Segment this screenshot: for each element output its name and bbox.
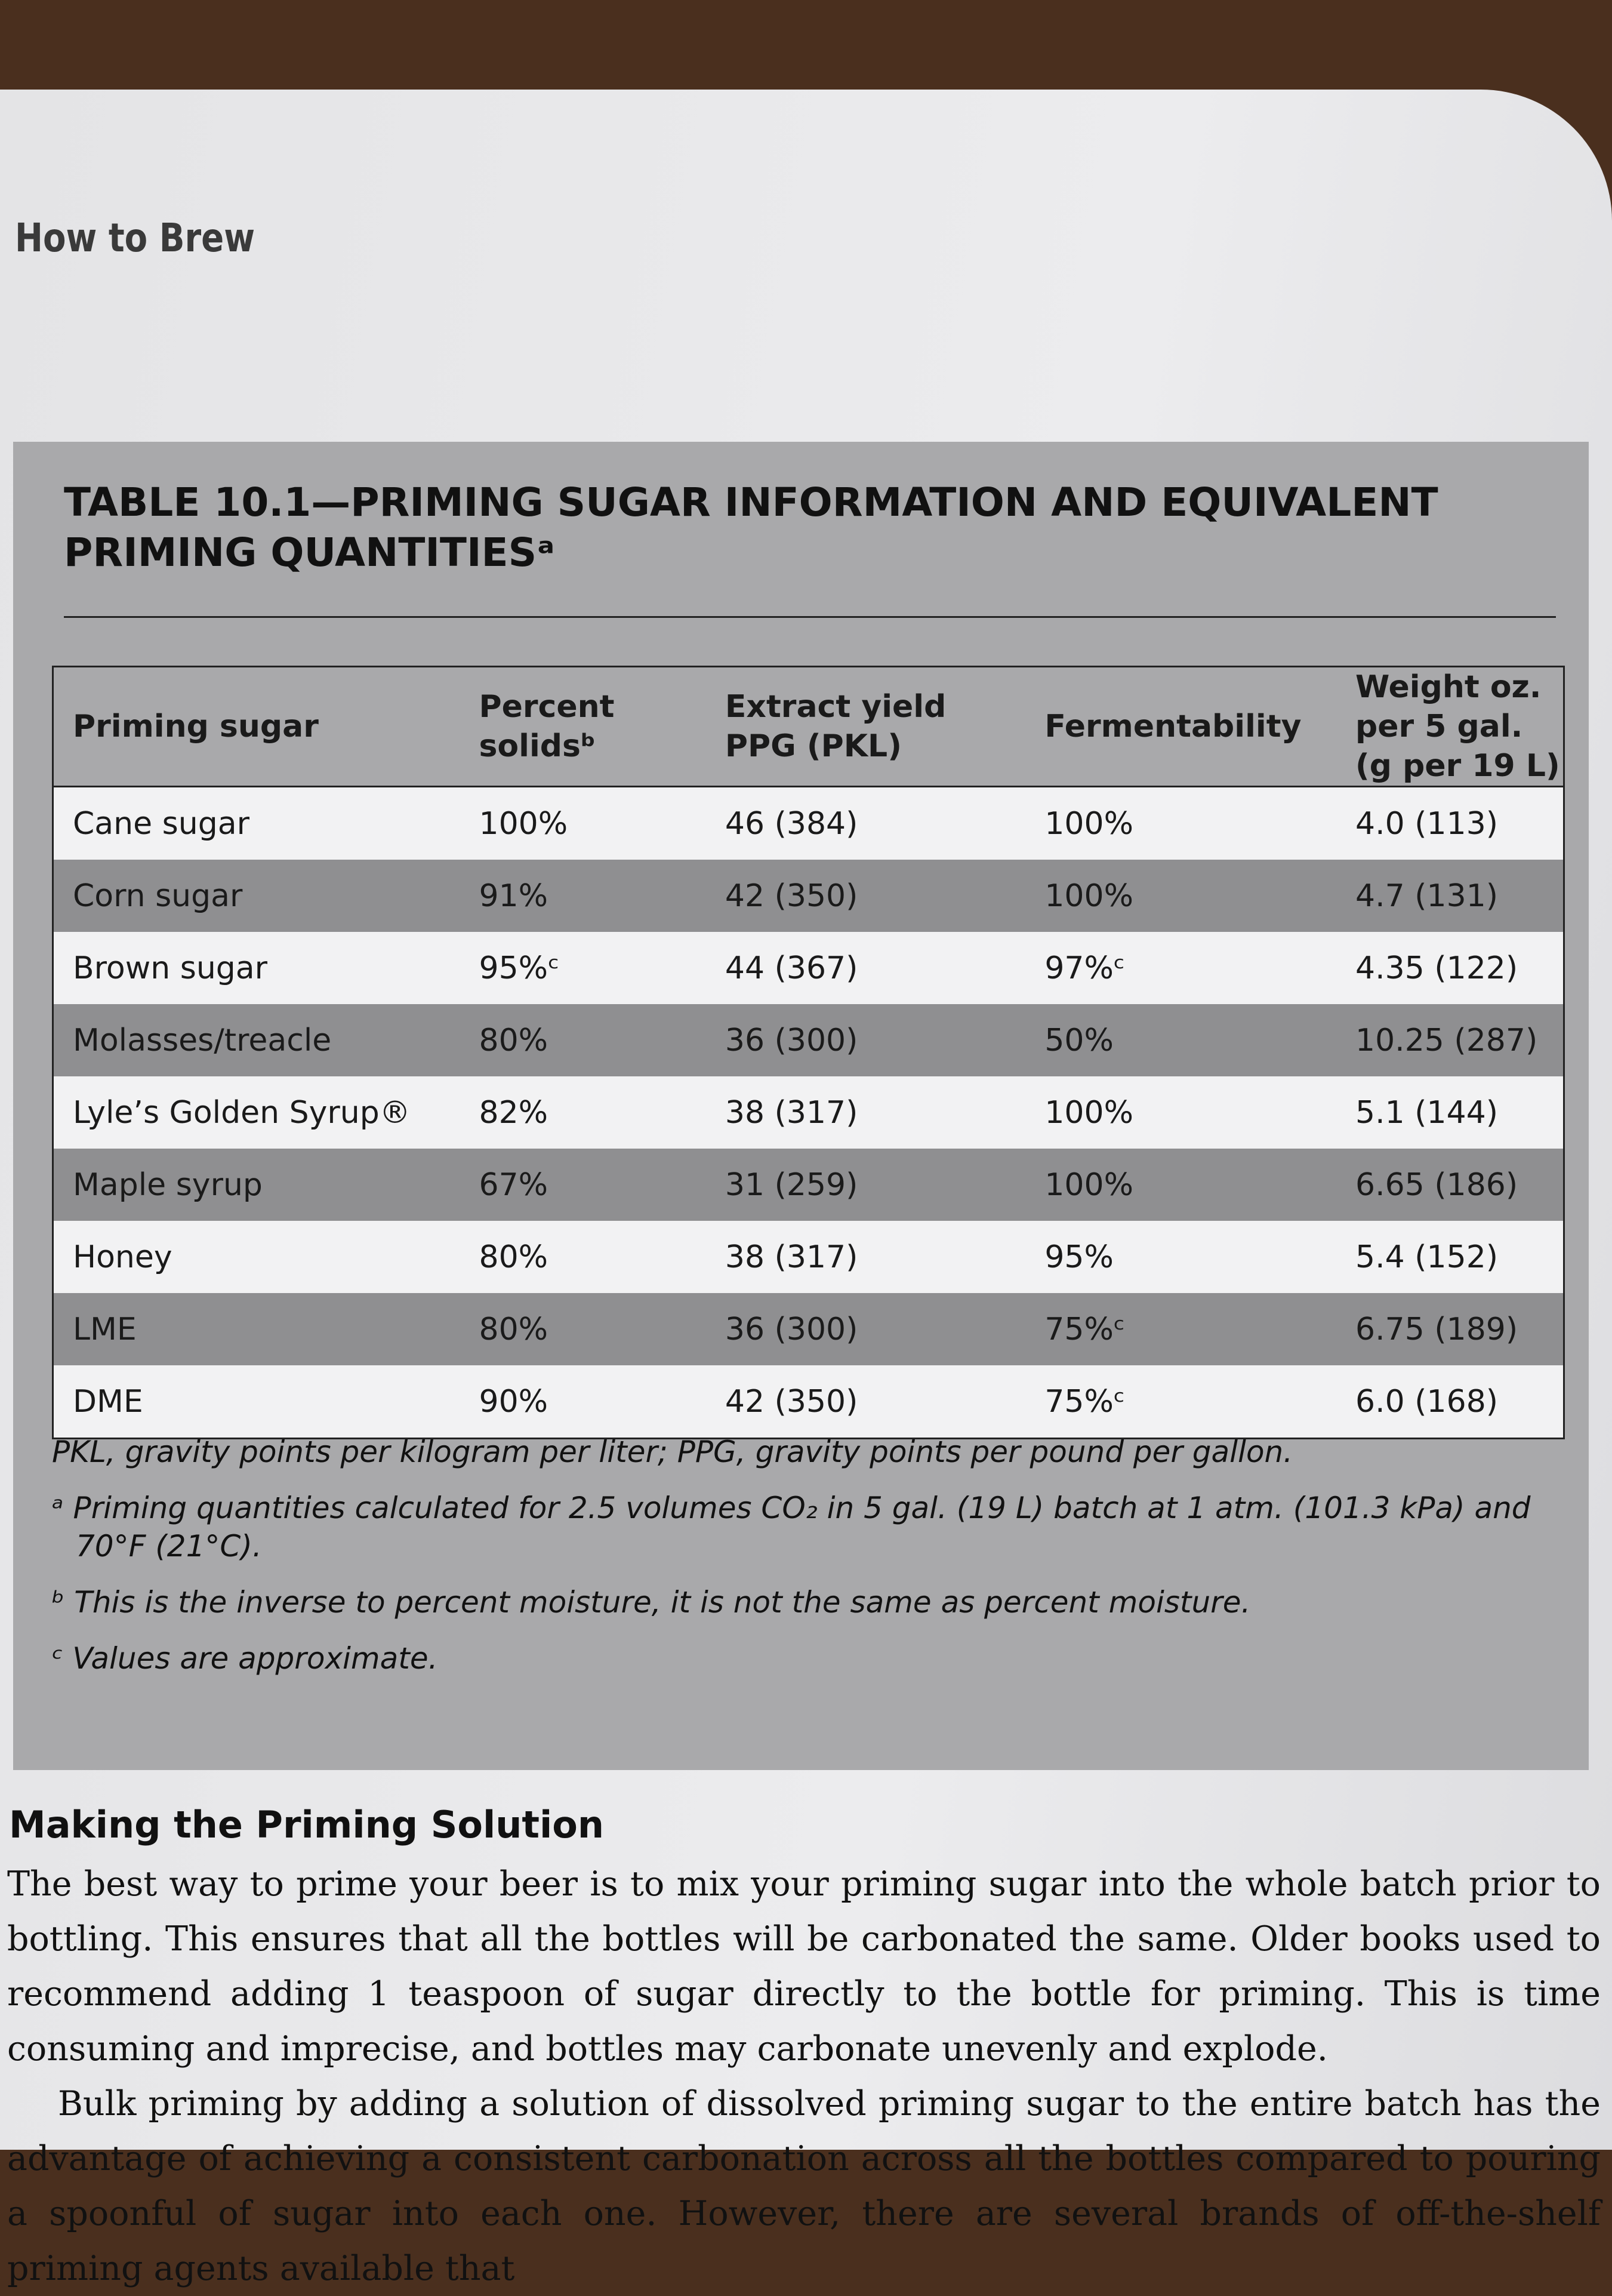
table-cell: 44 (367)	[705, 932, 1026, 1004]
table-cell: 6.0 (168)	[1336, 1365, 1564, 1439]
table-cell: 50%	[1025, 1004, 1337, 1076]
data-table: Priming sugar Percent solidsᵇ Extract yiel…	[52, 666, 1565, 1439]
table-cell: 46 (384)	[705, 786, 1026, 860]
table-note: ᵃ Priming quantities calculated for 2.5 …	[52, 1491, 1531, 1564]
header-row: Priming sugar Percent solidsᵇ Extract yiel…	[53, 666, 1564, 787]
column-header: Priming sugar	[53, 666, 460, 787]
row-label: Corn sugar	[53, 860, 460, 932]
row-label: DME	[53, 1365, 460, 1439]
row-label: Cane sugar	[53, 786, 460, 860]
table-row: Lyle’s Golden Syrup® 82% 38 (317) 100% 5.1 (…	[53, 1076, 1564, 1149]
row-label: Maple syrup	[53, 1149, 460, 1221]
paragraph: The best way to prime your beer is to mi…	[7, 1864, 1601, 2069]
body-text: The best way to prime your beer is to mi…	[7, 1857, 1601, 2296]
column-header: Weight oz. per 5 gal. (g per 19 L)	[1336, 666, 1564, 787]
table-row: Corn sugar 91% 42 (350) 100% 4.7 (131)	[53, 860, 1564, 932]
table-cell: 6.65 (186)	[1336, 1149, 1564, 1221]
table-cell: 75%ᶜ	[1025, 1293, 1337, 1365]
table-cell: 97%ᶜ	[1025, 932, 1337, 1004]
table-cell: 38 (317)	[705, 1076, 1026, 1149]
table-cell: 80%	[460, 1293, 706, 1365]
title-rule	[64, 616, 1556, 618]
table-cell: 42 (350)	[705, 860, 1026, 932]
section-heading: Making the Priming Solution	[9, 1803, 605, 1846]
table-cell: 5.4 (152)	[1336, 1221, 1564, 1293]
row-label: Brown sugar	[53, 932, 460, 1004]
table-row: Cane sugar 100% 46 (384) 100% 4.0 (113)	[53, 786, 1564, 860]
table-row: DME 90% 42 (350) 75%ᶜ 6.0 (168)	[53, 1365, 1564, 1439]
table-cell: 95%ᶜ	[460, 932, 706, 1004]
table-cell: 4.7 (131)	[1336, 860, 1564, 932]
table-cell: 100%	[1025, 1076, 1337, 1149]
table-cell: 31 (259)	[705, 1149, 1026, 1221]
column-header: Extract yield PPG (PKL)	[705, 666, 1026, 787]
table-cell: 100%	[460, 786, 706, 860]
table-cell: 38 (317)	[705, 1221, 1026, 1293]
table-note: PKL, gravity points per kilogram per lit…	[52, 1435, 1293, 1469]
paragraph: Bulk priming by adding a solution of dis…	[7, 2084, 1601, 2288]
table-cell: 4.0 (113)	[1336, 786, 1564, 860]
table-row: Maple syrup 67% 31 (259) 100% 6.65 (186)	[53, 1149, 1564, 1221]
book-page: How to Brew TABLE 10.1—PRIMING SUGAR INF…	[0, 90, 1612, 2288]
table-cell: 100%	[1025, 786, 1337, 860]
table-row: Brown sugar 95%ᶜ 44 (367) 97%ᶜ 4.35 (122)	[53, 932, 1564, 1004]
table-cell: 36 (300)	[705, 1293, 1026, 1365]
table-notes: PKL, gravity points per kilogram per lit…	[52, 1433, 1568, 1695]
column-header: Fermentability	[1025, 666, 1337, 787]
table-cell: 6.75 (189)	[1336, 1293, 1564, 1365]
table-cell: 42 (350)	[705, 1365, 1026, 1439]
column-header: Percent solidsᵇ	[460, 666, 706, 787]
table-cell: 36 (300)	[705, 1004, 1026, 1076]
table-cell: 80%	[460, 1004, 706, 1076]
table-cell: 5.1 (144)	[1336, 1076, 1564, 1149]
running-head: How to Brew	[15, 215, 255, 261]
table-cell: 95%	[1025, 1221, 1337, 1293]
table-note: ᵇ This is the inverse to percent moistur…	[52, 1585, 1251, 1620]
table-cell: 67%	[460, 1149, 706, 1221]
row-label: Molasses/treacle	[53, 1004, 460, 1076]
table-cell: 10.25 (287)	[1336, 1004, 1564, 1076]
table-row: Molasses/treacle 80% 36 (300) 50% 10.25 (287…	[53, 1004, 1564, 1076]
table-cell: 100%	[1025, 860, 1337, 932]
table-box: TABLE 10.1—PRIMING SUGAR INFORMATION AND…	[13, 442, 1589, 1770]
table-title: TABLE 10.1—PRIMING SUGAR INFORMATION AND…	[64, 479, 1438, 575]
table-cell: 91%	[460, 860, 706, 932]
table-row: LME 80% 36 (300) 75%ᶜ 6.75 (189)	[53, 1293, 1564, 1365]
table-cell: 4.35 (122)	[1336, 932, 1564, 1004]
table-cell: 90%	[460, 1365, 706, 1439]
row-label: Lyle’s Golden Syrup®	[53, 1076, 460, 1149]
table-cell: 100%	[1025, 1149, 1337, 1221]
table-cell: 75%ᶜ	[1025, 1365, 1337, 1439]
table-row: Honey 80% 38 (317) 95% 5.4 (152)	[53, 1221, 1564, 1293]
table-cell: 80%	[460, 1221, 706, 1293]
table-cell: 82%	[460, 1076, 706, 1149]
table-note: ᶜ Values are approximate.	[52, 1641, 438, 1676]
row-label: LME	[53, 1293, 460, 1365]
row-label: Honey	[53, 1221, 460, 1293]
